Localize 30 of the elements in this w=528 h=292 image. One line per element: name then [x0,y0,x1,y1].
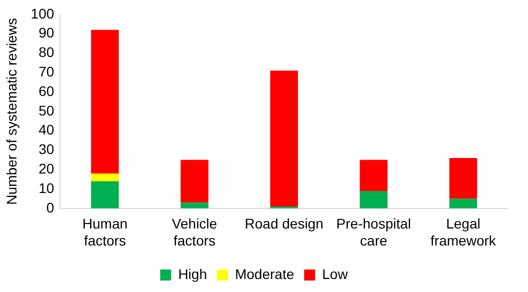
bar [360,160,388,191]
y-axis-title: Number of systematic reviews [3,18,20,205]
bar [270,70,298,206]
y-tick-label: 100 [30,5,54,22]
legend-label: Moderate [234,266,294,282]
y-tick-label: 20 [38,160,54,176]
y-tick-label: 60 [38,82,54,99]
x-tick-label: Road design [244,216,324,232]
legend-label: High [178,266,207,282]
y-tick-label: 70 [38,63,54,80]
bar [91,173,119,182]
y-tick-label: 10 [38,180,54,196]
y-tick-label: 40 [38,122,54,138]
bar [180,202,208,208]
bar [449,158,478,199]
y-tick-label: 30 [38,141,54,158]
y-tick-label: 80 [38,44,54,60]
bar [180,160,208,203]
x-tick-label: Human factors [82,216,128,248]
x-tick-label: Pre-hospital care [336,216,411,248]
y-tick-label: 50 [38,102,54,118]
x-tick-label: Legal framework [430,216,497,248]
x-tick-label: Vehicle factors [172,216,218,248]
bar [91,181,119,208]
bar [91,30,119,174]
bar [449,198,478,208]
legend-label: Low [322,266,349,282]
bar [360,190,388,208]
y-tick-label: 0 [46,199,54,216]
y-tick-label: 90 [38,24,54,41]
